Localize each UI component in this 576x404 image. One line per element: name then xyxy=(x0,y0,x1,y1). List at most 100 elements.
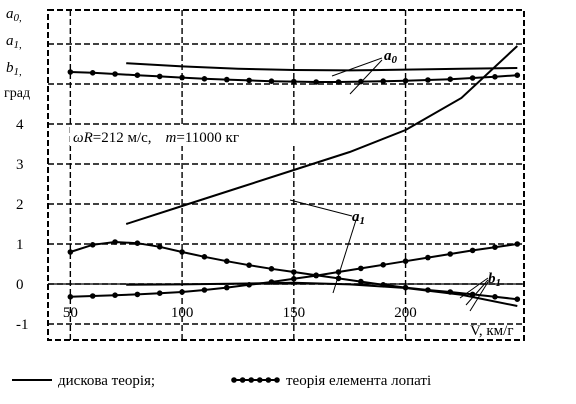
data-point-a0-blade xyxy=(492,74,498,80)
data-point-a1-blade xyxy=(492,294,498,300)
data-point-a1-blade xyxy=(179,249,185,255)
data-point-a0-blade xyxy=(246,77,252,84)
data-point-a1-blade xyxy=(246,262,252,269)
data-point-b1-blade xyxy=(380,262,387,268)
data-point-a1-blade xyxy=(223,258,230,265)
data-point-a0-blade xyxy=(335,79,342,85)
data-point-a0-blade xyxy=(425,77,431,83)
data-point-b1-blade xyxy=(313,272,319,279)
data-point-a1-blade xyxy=(291,269,297,275)
y-label-a0: a0, xyxy=(6,6,22,24)
y-tick-label: 0 xyxy=(16,277,24,293)
data-point-b1-blade xyxy=(358,265,364,272)
legend-blade-swatch-dot xyxy=(231,377,237,383)
data-point-a0-blade xyxy=(447,76,454,82)
y-tick-label: 2 xyxy=(16,197,24,213)
b1-leader-1 xyxy=(459,277,489,299)
b1-leader-2 xyxy=(465,279,489,306)
legend-blade-swatch-dot xyxy=(248,377,254,383)
y-label-b1: b1, xyxy=(6,60,22,78)
y-tick-label: -1 xyxy=(16,317,29,333)
legend-blade-swatch-dot xyxy=(274,377,280,383)
curve-label-b1: b1 xyxy=(488,271,501,289)
legend-disk-label: дискова теорія; xyxy=(58,373,155,389)
data-point-b1-blade xyxy=(514,241,521,247)
data-point-b1-blade xyxy=(156,290,163,297)
x-tick-label: 150 xyxy=(283,305,306,321)
x-axis-label: V, км/г xyxy=(470,323,514,339)
data-point-b1-blade xyxy=(89,293,96,299)
data-point-b1-blade xyxy=(492,244,498,250)
data-point-a1-blade xyxy=(358,278,364,285)
data-point-a1-blade xyxy=(156,244,163,250)
data-point-a1-blade xyxy=(134,240,141,246)
x-tick-label: 100 xyxy=(171,305,194,321)
b1-leader-3 xyxy=(469,281,489,312)
x-tick-label: 50 xyxy=(63,305,78,321)
y-label-a1: a1, xyxy=(6,33,22,51)
data-point-a0-blade xyxy=(112,71,118,77)
data-point-b1-blade xyxy=(223,284,230,291)
a0-leader-disk xyxy=(331,57,383,77)
data-point-a0-blade xyxy=(179,74,185,81)
y-label-unit: град xyxy=(4,86,30,101)
data-point-b1-blade xyxy=(469,247,476,254)
data-point-a0-blade xyxy=(358,78,364,85)
y-tick-label: 3 xyxy=(16,157,24,173)
data-point-a1-blade xyxy=(201,253,208,260)
data-point-b1-blade xyxy=(402,258,409,265)
legend-blade-label: теорія елемента лопаті xyxy=(286,373,431,389)
legend-blade-swatch-dot xyxy=(239,377,246,383)
data-point-b1-blade xyxy=(179,289,185,295)
data-point-a0-blade xyxy=(268,78,275,84)
y-tick-label: 1 xyxy=(16,237,24,253)
series-line-a0-disk xyxy=(126,62,518,72)
data-point-b1-blade xyxy=(112,292,118,299)
data-point-a0-blade xyxy=(223,76,230,83)
data-point-a0-blade xyxy=(469,75,476,81)
series-group xyxy=(67,45,521,307)
legend-blade-swatch-dot xyxy=(265,377,272,383)
data-point-b1-blade xyxy=(291,276,297,282)
data-point-a0-blade xyxy=(514,72,521,78)
data-point-a0-blade xyxy=(67,69,74,75)
data-point-a0-blade xyxy=(313,79,319,85)
data-point-a0-blade xyxy=(89,70,96,76)
data-point-a1-blade xyxy=(268,266,275,272)
data-point-b1-blade xyxy=(268,279,275,285)
data-point-a1-blade xyxy=(514,296,521,303)
annotation-background xyxy=(70,126,344,146)
a1-leader-blade xyxy=(332,219,357,294)
curve-label-a1: a1 xyxy=(352,209,365,227)
data-point-a0-blade xyxy=(380,78,387,84)
data-point-a0-blade xyxy=(402,78,409,84)
plot-frame xyxy=(47,9,525,341)
data-point-a0-blade xyxy=(156,73,163,80)
data-point-a1-blade xyxy=(67,249,74,255)
data-point-a0-blade xyxy=(291,78,297,85)
legend-blade-swatch-dot xyxy=(257,377,263,383)
y-tick-label: 4 xyxy=(16,117,24,133)
parameter-annotation: ωR=212 м/с, m=11000 кг xyxy=(73,130,239,146)
data-point-a0-blade xyxy=(134,72,141,78)
a0-leader-blade xyxy=(349,59,383,95)
data-point-b1-blade xyxy=(447,251,454,257)
plot-border xyxy=(47,9,525,341)
legend-blade-swatch xyxy=(231,377,280,383)
curve-label-a0: a0 xyxy=(384,48,398,66)
data-point-b1-blade xyxy=(134,291,141,298)
labels-group: -1 0 1 2 3 4 50 100 150 200 xyxy=(16,117,417,333)
series-line-a1-disk xyxy=(125,45,518,225)
grid xyxy=(48,10,524,340)
x-tick-label: 200 xyxy=(394,305,417,321)
data-point-b1-blade xyxy=(425,254,431,261)
data-point-b1-blade xyxy=(201,287,208,293)
data-point-a1-blade xyxy=(89,242,96,248)
data-point-b1-blade xyxy=(246,282,252,288)
data-point-a1-blade xyxy=(112,239,118,245)
a1-leader-disk xyxy=(289,199,353,217)
series-line-b1-disk xyxy=(126,281,518,307)
data-point-a0-blade xyxy=(201,76,208,82)
